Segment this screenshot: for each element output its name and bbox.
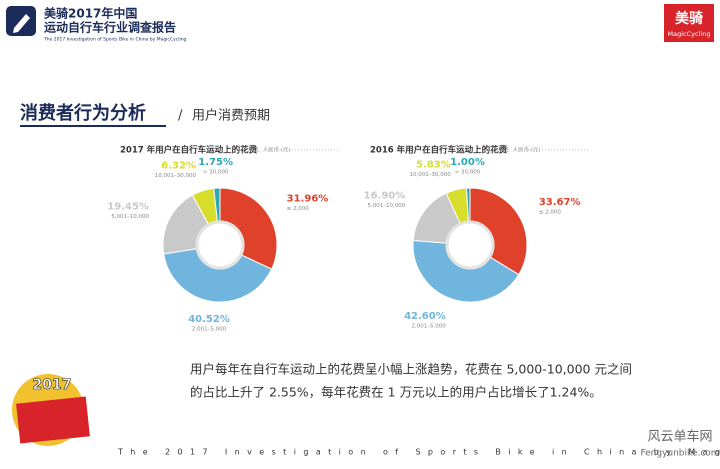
value-label: 1.00% — [450, 157, 485, 168]
section-subtitle: 用户消费预期 — [192, 108, 270, 124]
footer: The 2017 Investigation of Sports Bike in… — [117, 448, 720, 457]
header-title: 美骑2017年中国 — [44, 6, 137, 21]
category-label: ≤ 2,000 — [287, 206, 310, 212]
watermark-name: 风云单车网 — [647, 429, 712, 445]
badge-shape — [16, 396, 90, 444]
header-title: 运动自行车行业调查报告 — [44, 20, 176, 35]
category-label: ≤ 2,000 — [539, 210, 562, 216]
value-label: 40.52% — [188, 314, 230, 325]
category-label: 10,001–30,000 — [155, 173, 197, 179]
header-subtitle: The 2017 Investigation of Sports Bike in… — [43, 37, 187, 43]
category-label: 5,001–10,000 — [111, 214, 149, 220]
section-separator: / — [178, 109, 183, 124]
logo — [664, 4, 714, 42]
category-label: 5,001–10,000 — [368, 203, 406, 209]
value-label: 5.83% — [416, 159, 451, 170]
summary-line: 用户每年在自行车运动上的花费呈小幅上涨趋势，花费在 5,000-10,000 元… — [190, 362, 632, 377]
category-label: > 30,000 — [455, 170, 481, 176]
chart-title: 2017 年用户在自行车运动上的花费 — [120, 145, 258, 156]
category-label: > 30,000 — [203, 170, 229, 176]
category-label: 10,001–30,000 — [410, 172, 452, 178]
section-title: 消费者行为分析 — [20, 102, 146, 124]
watermark-url: Fengyunbike.com — [640, 449, 719, 459]
pencil-icon — [13, 14, 30, 33]
value-label: 1.75% — [198, 157, 233, 168]
value-label: 42.60% — [404, 311, 446, 322]
unit: 单位: 人民币 (元) — [248, 146, 291, 154]
logo-text: 美骑 — [675, 10, 703, 27]
donut-hole — [195, 220, 245, 270]
value-label: 6.32% — [161, 161, 196, 172]
logo-sub: MagicCycling — [668, 30, 711, 38]
value-label: 33.67% — [539, 197, 581, 208]
value-label: 16.90% — [364, 191, 406, 202]
value-label: 19.45% — [107, 201, 149, 212]
donut-hole — [445, 220, 495, 270]
unit: 单位: 人民币 (元) — [498, 146, 541, 154]
category-label: 2,001–5,000 — [192, 327, 227, 333]
value-label: 31.96% — [287, 194, 329, 205]
category-label: 2,001–5,000 — [411, 324, 446, 330]
badge-text: 2017 — [33, 377, 72, 393]
chart-title: 2016 年用户在自行车运动上的花费 — [370, 145, 508, 156]
summary-line: 的占比上升了 2.55%，每年花费在 1 万元以上的用户占比增长了1.24%。 — [190, 385, 602, 400]
